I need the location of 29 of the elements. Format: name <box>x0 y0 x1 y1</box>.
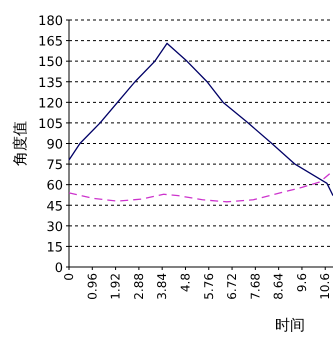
x-tick-label: 0.96 <box>85 273 100 300</box>
y-tick-label: 45 <box>46 199 63 214</box>
x-axis-title: 时间 <box>275 316 305 334</box>
y-tick-label: 75 <box>46 158 63 174</box>
y-tick-label: 165 <box>38 34 63 50</box>
x-tick-label: 7.68 <box>248 273 262 300</box>
y-tick-label: 60 <box>46 178 63 194</box>
x-tick-label: 8.64 <box>272 273 286 300</box>
x-tick-label: 9.6 <box>294 273 309 292</box>
line-series <box>68 170 333 202</box>
y-tick-label: 120 <box>38 96 63 112</box>
x-tick-label: 0 <box>62 273 76 281</box>
x-tick-label: 1.92 <box>108 273 123 300</box>
x-tick-label: 4.8 <box>178 273 192 292</box>
x-tick-label: 10.6 <box>318 273 332 300</box>
y-tick-label: 180 <box>38 14 63 29</box>
y-tick-label: 135 <box>38 76 63 91</box>
x-tick-label: 2.88 <box>132 273 146 300</box>
y-tick-label: 15 <box>46 240 63 256</box>
x-tick-label: 3.84 <box>155 273 170 300</box>
line-series <box>68 42 333 196</box>
y-axis-title: 角度值 <box>11 121 29 166</box>
y-tick-label: 0 <box>54 261 63 276</box>
x-tick-label: 5.76 <box>202 273 216 300</box>
y-tick-label: 30 <box>46 220 63 235</box>
y-tick-label: 105 <box>38 116 63 132</box>
x-tick-label: 6.72 <box>225 273 240 300</box>
y-tick-label: 90 <box>46 138 63 152</box>
y-tick-label: 150 <box>38 55 63 70</box>
